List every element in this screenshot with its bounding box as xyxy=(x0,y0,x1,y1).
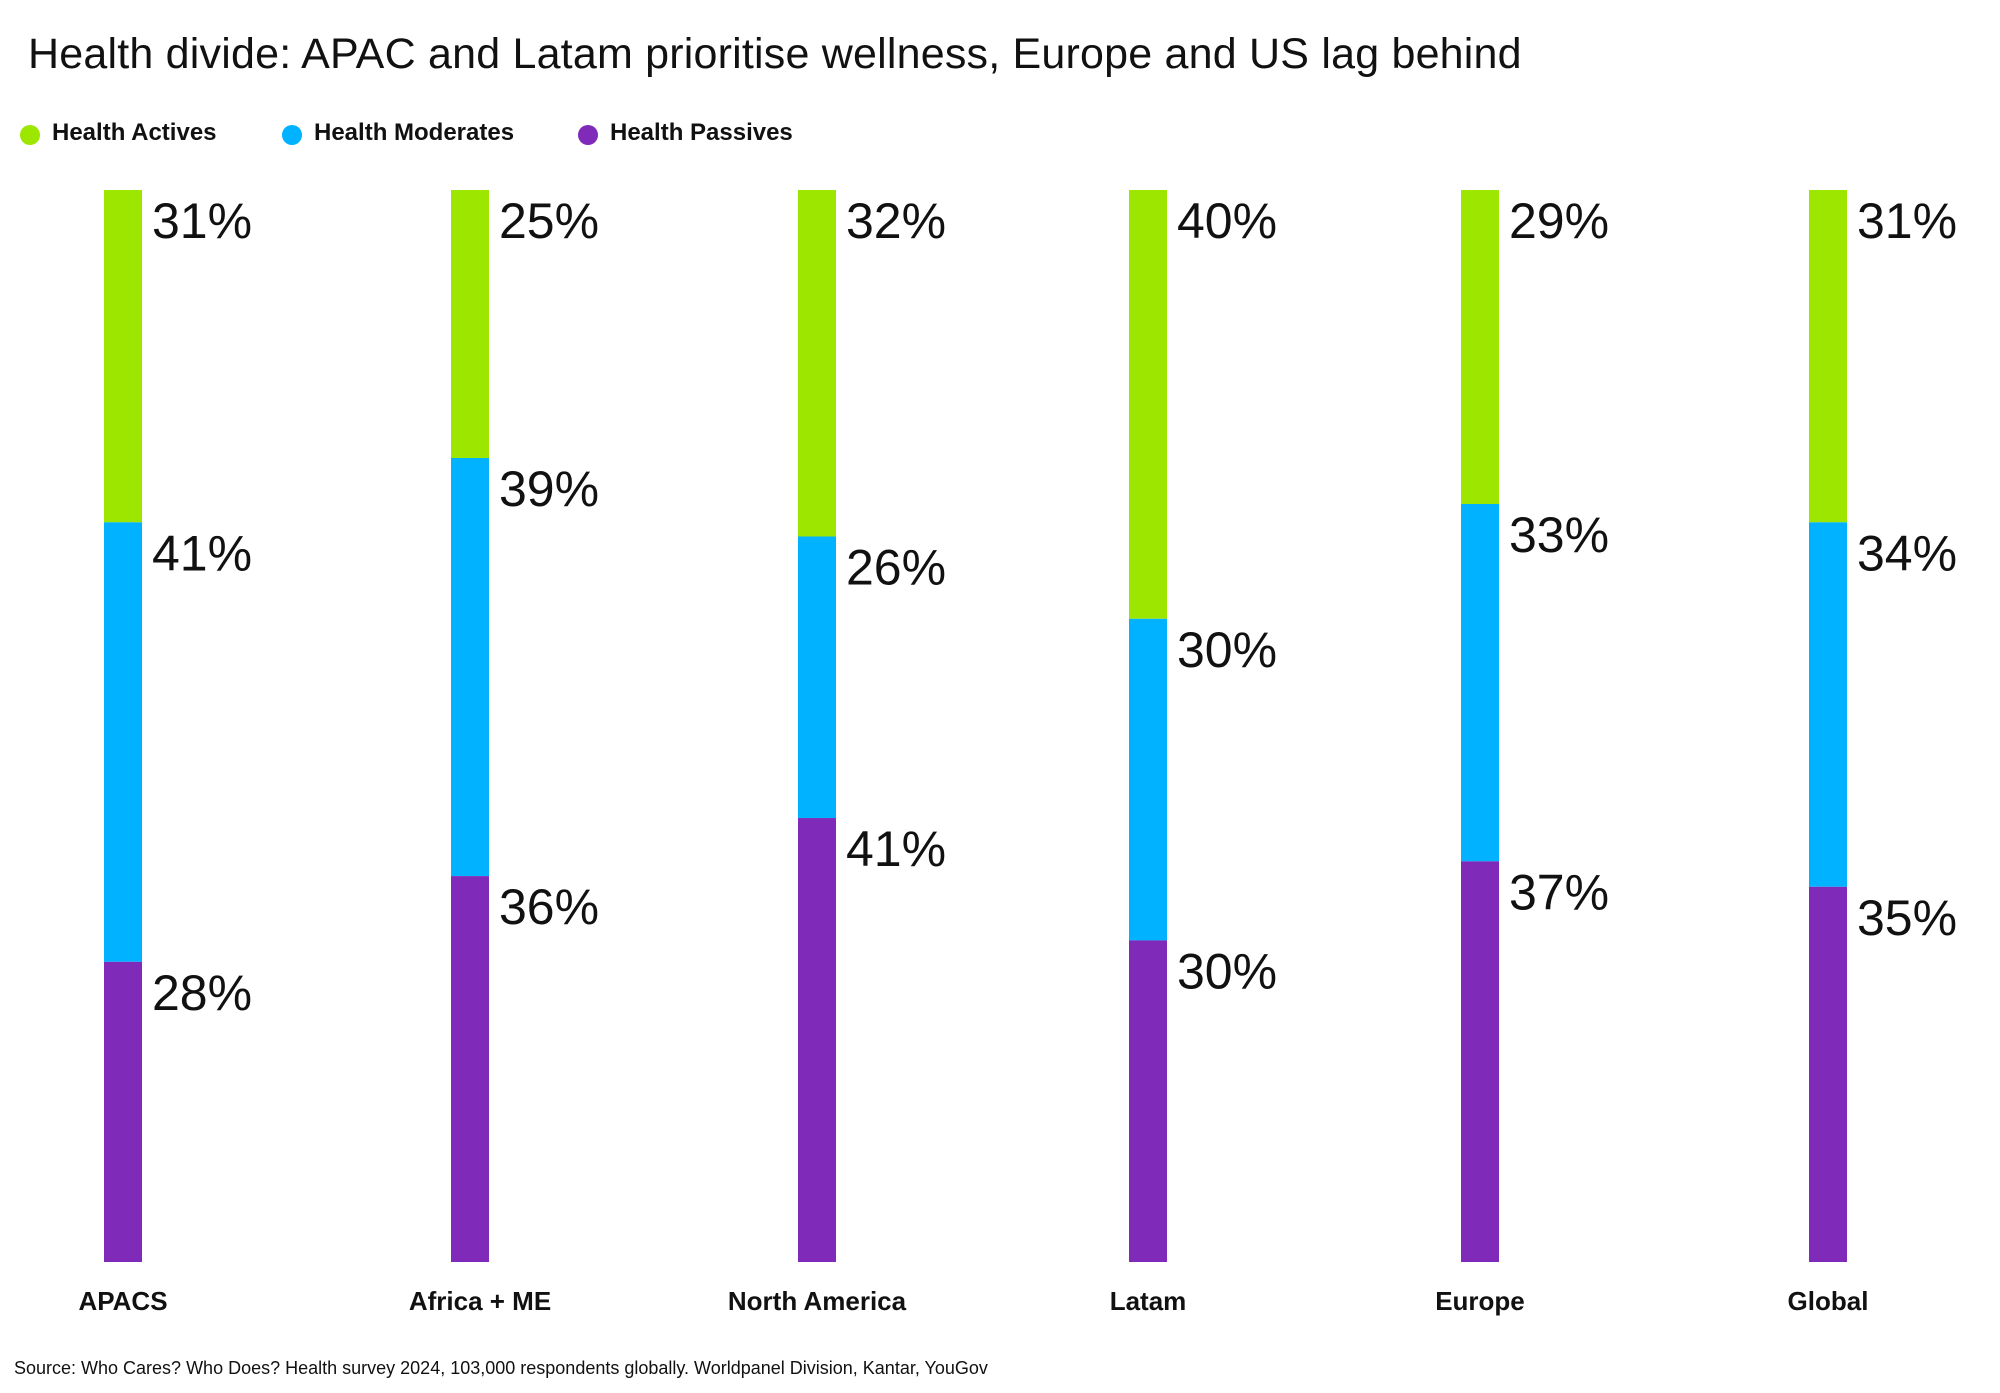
legend-swatch-health-passives xyxy=(578,125,598,145)
data-label-africa-me-health-actives: 25% xyxy=(499,193,599,249)
source-note: Source: Who Cares? Who Does? Health surv… xyxy=(14,1358,988,1378)
data-label-africa-me-health-passives: 36% xyxy=(499,879,599,935)
legend-swatch-health-moderates xyxy=(282,125,302,145)
bar-segment-latam-health-passives xyxy=(1129,940,1167,1262)
category-label-latam: Latam xyxy=(1110,1286,1187,1316)
bar-segment-north-america-health-moderates xyxy=(798,536,836,819)
bar-segment-africa-me-health-actives xyxy=(451,190,489,458)
chart-title: Health divide: APAC and Latam prioritise… xyxy=(28,30,1522,78)
bar-segment-global-health-passives xyxy=(1809,886,1847,1262)
data-label-latam-health-actives: 40% xyxy=(1177,193,1277,249)
category-label-apacs: APACS xyxy=(78,1286,167,1316)
bar-segment-global-health-moderates xyxy=(1809,522,1847,887)
bar-segment-africa-me-health-passives xyxy=(451,876,489,1262)
data-label-apacs-health-moderates: 41% xyxy=(152,525,252,581)
data-label-north-america-health-passives: 41% xyxy=(846,821,946,877)
data-label-europe-health-passives: 37% xyxy=(1509,864,1609,920)
bar-segment-apacs-health-moderates xyxy=(104,522,142,962)
data-label-africa-me-health-moderates: 39% xyxy=(499,461,599,517)
category-label-europe: Europe xyxy=(1435,1286,1525,1316)
bar-segment-latam-health-moderates xyxy=(1129,618,1167,941)
data-label-apacs-health-passives: 28% xyxy=(152,965,252,1021)
data-label-latam-health-moderates: 30% xyxy=(1177,622,1277,678)
data-label-north-america-health-actives: 32% xyxy=(846,193,946,249)
data-label-global-health-moderates: 34% xyxy=(1857,525,1957,581)
bar-segment-europe-health-passives xyxy=(1461,861,1499,1262)
data-label-north-america-health-moderates: 26% xyxy=(846,540,946,596)
bar-segment-apacs-health-actives xyxy=(104,190,142,523)
bar-segment-europe-health-actives xyxy=(1461,190,1499,505)
legend-label-health-moderates: Health Moderates xyxy=(314,119,515,146)
category-label-north-america: North America xyxy=(728,1286,907,1316)
bar-segment-north-america-health-passives xyxy=(798,818,836,1262)
legend-label-health-passives: Health Passives xyxy=(610,119,793,146)
legend-label-health-actives: Health Actives xyxy=(52,119,217,146)
data-label-latam-health-passives: 30% xyxy=(1177,943,1277,999)
bar-segment-global-health-actives xyxy=(1809,190,1847,523)
category-label-africa-me: Africa + ME xyxy=(409,1286,551,1316)
legend-swatch-health-actives xyxy=(20,125,40,145)
data-label-apacs-health-actives: 31% xyxy=(152,193,252,249)
bar-segment-north-america-health-actives xyxy=(798,190,836,537)
bar-segment-africa-me-health-moderates xyxy=(451,458,489,877)
category-label-global: Global xyxy=(1788,1286,1869,1316)
bar-segment-apacs-health-passives xyxy=(104,961,142,1262)
data-label-global-health-actives: 31% xyxy=(1857,193,1957,249)
data-label-europe-health-moderates: 33% xyxy=(1509,507,1609,563)
bar-segment-europe-health-moderates xyxy=(1461,504,1499,862)
data-label-europe-health-actives: 29% xyxy=(1509,193,1609,249)
bar-segment-latam-health-actives xyxy=(1129,190,1167,619)
data-label-global-health-passives: 35% xyxy=(1857,890,1957,946)
